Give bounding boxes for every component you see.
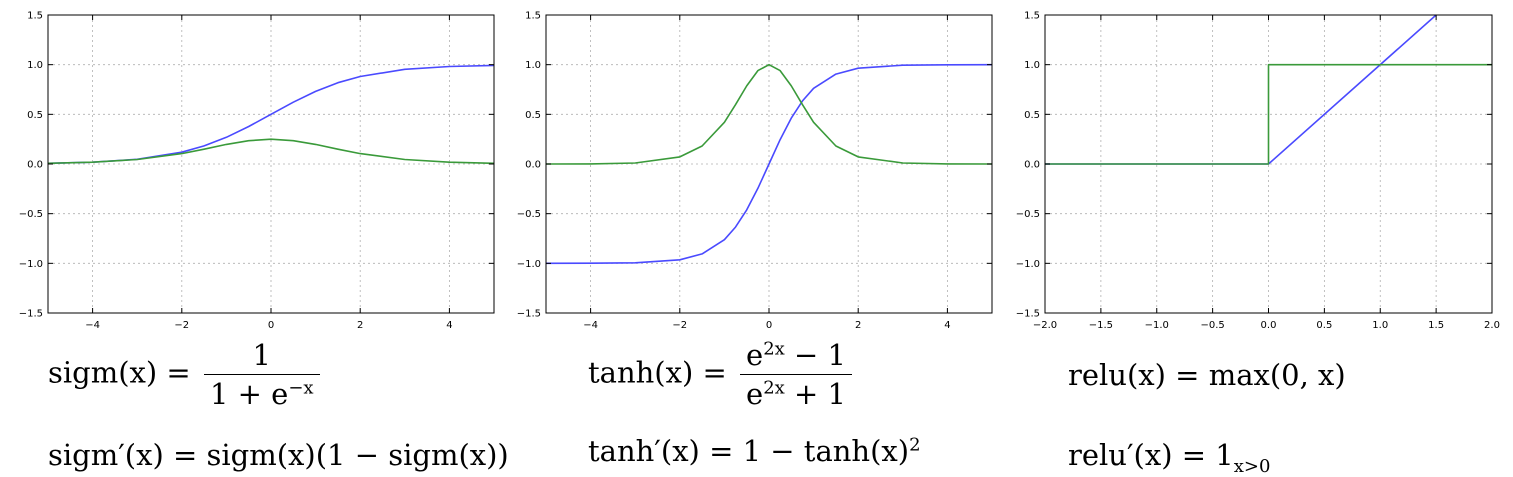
chart3-x-tick-label: −1.0 <box>1145 320 1169 331</box>
chart2-y-tick-label: −1.0 <box>517 259 541 270</box>
tanh-fraction: e2x − 1 e2x + 1 <box>740 338 852 411</box>
chart1-y-tick-label: 0.0 <box>27 160 43 171</box>
sigm-fraction: 1 1 + e−x <box>203 338 320 411</box>
chart3-y-tick-label: −0.5 <box>1016 209 1040 220</box>
chart3-x-tick-label: −0.5 <box>1200 320 1224 331</box>
sigm-lhs: sigm(x) = <box>48 355 191 390</box>
tanh-den-tail: + 1 <box>784 377 846 411</box>
chart2-x-tick-label: 4 <box>944 320 950 331</box>
tanh-num-tail: − 1 <box>784 338 846 372</box>
sigm-den-base: 1 + e <box>209 377 289 411</box>
chart1-y-tick-label: −0.5 <box>19 209 43 220</box>
chart1-y-tick-label: 1.0 <box>27 60 43 71</box>
tanh-derivative-formula: tanh′(x) = 1 − tanh(x)2 <box>588 434 921 468</box>
relu-deriv-sub: x>0 <box>1233 455 1271 477</box>
chart1-y-tick-label: 1.5 <box>27 11 43 22</box>
sigm-den-exp: −x <box>288 377 314 399</box>
chart1-series-2-line <box>47 138 495 165</box>
sigm-denominator: 1 + e−x <box>204 375 320 411</box>
tanh-lhs: tanh(x) = <box>588 355 727 390</box>
tanh-deriv: tanh′(x) = 1 − tanh(x) <box>588 434 910 468</box>
chart1-x-tick-label: 4 <box>446 320 452 331</box>
chart3-y-tick-label: −1.0 <box>1016 259 1040 270</box>
chart3-series-2-line <box>1045 63 1492 165</box>
chart3-x-tick-label: −2.0 <box>1033 320 1057 331</box>
tanh-num-exp: 2x <box>763 338 785 360</box>
chart3-y-tick-label: 0.5 <box>1024 110 1040 121</box>
chart3-x-tick-label: 0.0 <box>1261 320 1277 331</box>
tanh-den-exp: 2x <box>763 377 785 399</box>
chart2-series-2-line <box>545 63 993 165</box>
tanh-den-base: e <box>746 377 764 411</box>
relu-derivative-formula: relu′(x) = 1x>0 <box>1068 438 1270 477</box>
chart1-x-tick-label: 2 <box>357 320 363 331</box>
tanh-formula: tanh(x) = e2x − 1 e2x + 1 <box>588 338 856 411</box>
relu-deriv: relu′(x) = 1 <box>1068 438 1234 472</box>
chart3-x-tick-label: 0.5 <box>1316 320 1332 331</box>
chart3-x-tick-label: 2.0 <box>1484 320 1500 331</box>
chart2-x-tick-label: 2 <box>855 320 861 331</box>
chart1-y-tick-label: −1.0 <box>19 259 43 270</box>
sigm-deriv: sigm′(x) = sigm(x)(1 − sigm(x)) <box>48 438 509 472</box>
chart1-x-tick-label: −2 <box>174 320 189 331</box>
chart3-x-tick-label: 1.0 <box>1372 320 1388 331</box>
chart1-x-tick-label: 0 <box>268 320 274 331</box>
chart2-x-tick-label: −2 <box>672 320 687 331</box>
tanh-numerator: e2x − 1 <box>740 338 852 375</box>
chart2-y-tick-label: −1.5 <box>517 309 541 320</box>
chart2-x-tick-label: 0 <box>766 320 772 331</box>
chart2-series-1-line <box>545 63 993 265</box>
chart2-y-tick-label: 0.5 <box>525 110 541 121</box>
chart1-y-tick-label: −1.5 <box>19 309 43 320</box>
chart1-y-tick-label: 0.5 <box>27 110 43 121</box>
tanh-num-base: e <box>746 338 764 372</box>
sigm-derivative-formula: sigm′(x) = sigm(x)(1 − sigm(x)) <box>48 438 509 472</box>
tanh-deriv-exp: 2 <box>909 434 921 456</box>
chart3-y-tick-label: −1.5 <box>1016 309 1040 320</box>
chart3-series-1-line <box>1045 14 1437 165</box>
sigm-formula: sigm(x) = 1 1 + e−x <box>48 338 324 411</box>
chart1-x-tick-label: −4 <box>85 320 100 331</box>
activation-plots: −4 −2 0 2 4 −1.5 −1.0 −0.5 0.0 0.5 1.0 1.5 −4 −2 0 2 4 −1… <box>19 11 1500 332</box>
tanh-denominator: e2x + 1 <box>740 375 852 411</box>
chart3-y-tick-label: 1.0 <box>1024 60 1040 71</box>
chart2-y-tick-label: 0.0 <box>525 160 541 171</box>
sigm-numerator: 1 <box>203 338 320 375</box>
chart2-y-tick-label: 1.5 <box>525 11 541 22</box>
chart3-y-tick-label: 0.0 <box>1024 160 1040 171</box>
chart2-y-tick-label: 1.0 <box>525 60 541 71</box>
chart2-x-tick-label: −4 <box>583 320 598 331</box>
chart2-y-tick-label: −0.5 <box>517 209 541 220</box>
chart3-y-tick-label: 1.5 <box>1024 11 1040 22</box>
chart3-x-tick-label: −1.5 <box>1089 320 1113 331</box>
relu-lhs: relu(x) = max(0, x) <box>1068 358 1346 392</box>
relu-formula: relu(x) = max(0, x) <box>1068 358 1346 392</box>
chart3-x-tick-label: 1.5 <box>1428 320 1444 331</box>
